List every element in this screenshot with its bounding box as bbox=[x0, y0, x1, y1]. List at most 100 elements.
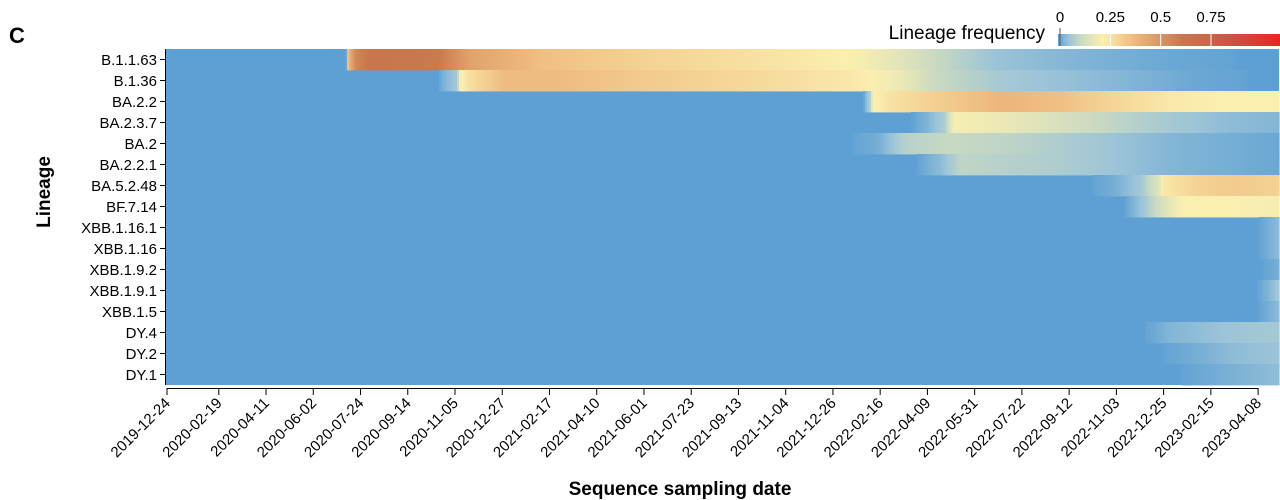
heat-cell bbox=[937, 49, 940, 71]
heat-cell bbox=[1149, 91, 1152, 113]
heat-cell bbox=[1145, 133, 1148, 155]
heat-cell bbox=[1273, 238, 1276, 260]
heat-cell bbox=[843, 49, 846, 71]
heat-cell bbox=[617, 49, 620, 71]
heat-cell bbox=[1103, 133, 1106, 155]
heat-cell bbox=[1153, 91, 1156, 113]
heat-cell bbox=[945, 70, 948, 92]
heat-cell bbox=[1105, 154, 1108, 176]
heat-cell bbox=[1037, 133, 1040, 155]
heat-cell bbox=[1095, 112, 1098, 134]
heat-cell bbox=[1165, 70, 1168, 92]
heat-cell bbox=[1153, 112, 1156, 134]
heat-cell bbox=[1181, 91, 1184, 113]
heat-cell bbox=[1187, 364, 1190, 386]
heat-cell bbox=[905, 49, 908, 71]
heat-cell bbox=[1231, 112, 1234, 134]
heat-cell bbox=[1013, 91, 1016, 113]
heat-cell bbox=[583, 49, 586, 71]
heat-cell bbox=[1193, 133, 1196, 155]
heat-cell bbox=[969, 112, 972, 134]
heat-cell bbox=[935, 112, 938, 134]
heat-cell bbox=[917, 70, 920, 92]
heat-cell bbox=[1243, 70, 1246, 92]
heat-cell bbox=[393, 49, 396, 71]
heat-cell bbox=[1269, 322, 1272, 344]
heat-cell bbox=[457, 49, 460, 71]
heat-cell bbox=[869, 49, 872, 71]
heat-cell bbox=[561, 70, 564, 92]
heat-cell bbox=[1071, 133, 1074, 155]
heat-cell bbox=[1265, 238, 1268, 260]
heat-cell bbox=[857, 49, 860, 71]
heat-cell bbox=[693, 70, 696, 92]
heat-cell bbox=[1061, 49, 1064, 71]
heatmap-row bbox=[911, 112, 1280, 134]
heat-cell bbox=[1197, 343, 1200, 365]
heat-cell bbox=[927, 49, 930, 71]
heat-cell bbox=[1191, 49, 1194, 71]
heat-cell bbox=[1263, 112, 1266, 134]
heat-cell bbox=[1225, 175, 1228, 197]
heat-cell bbox=[1037, 70, 1040, 92]
heat-cell bbox=[1193, 343, 1196, 365]
heat-cell bbox=[1239, 91, 1242, 113]
heat-cell bbox=[1195, 154, 1198, 176]
heat-cell bbox=[1263, 238, 1266, 260]
heat-cell bbox=[1271, 343, 1274, 365]
heat-cell bbox=[1169, 154, 1172, 176]
heat-cell bbox=[1043, 49, 1046, 71]
heat-cell bbox=[1027, 70, 1030, 92]
heat-cell bbox=[1221, 322, 1224, 344]
heat-cell bbox=[1003, 91, 1006, 113]
heat-cell bbox=[885, 91, 888, 113]
heat-cell bbox=[923, 49, 926, 71]
heat-cell bbox=[897, 70, 900, 92]
heat-cell bbox=[1057, 49, 1060, 71]
y-tick-label: DY.4 bbox=[126, 325, 157, 342]
heat-cell bbox=[569, 70, 572, 92]
heat-cell bbox=[1127, 175, 1130, 197]
heat-cell bbox=[1209, 343, 1212, 365]
heat-cell bbox=[1165, 91, 1168, 113]
heat-cell bbox=[1205, 49, 1208, 71]
heat-cell bbox=[1187, 133, 1190, 155]
heat-cell bbox=[847, 49, 850, 71]
heat-cell bbox=[1233, 322, 1236, 344]
heat-cell bbox=[1153, 175, 1156, 197]
heat-cell bbox=[997, 91, 1000, 113]
heat-cell bbox=[1163, 343, 1166, 365]
heat-cell bbox=[939, 49, 942, 71]
heat-cell bbox=[819, 70, 822, 92]
heat-cell bbox=[1225, 196, 1228, 218]
heat-cell bbox=[893, 133, 896, 155]
heat-cell bbox=[719, 49, 722, 71]
heat-cell bbox=[1163, 91, 1166, 113]
heat-cell bbox=[965, 133, 968, 155]
heat-cell bbox=[933, 49, 936, 71]
heat-cell bbox=[1101, 154, 1104, 176]
heat-cell bbox=[1203, 175, 1206, 197]
heat-cell bbox=[467, 70, 470, 92]
heat-cell bbox=[1067, 91, 1070, 113]
heat-cell bbox=[1225, 364, 1228, 386]
heat-cell bbox=[507, 70, 510, 92]
heat-cell bbox=[1203, 91, 1206, 113]
heat-cell bbox=[1157, 70, 1160, 92]
heat-cell bbox=[813, 49, 816, 71]
heat-cell bbox=[971, 49, 974, 71]
heat-cell bbox=[1241, 70, 1244, 92]
heat-cell bbox=[1227, 133, 1230, 155]
heat-cell bbox=[671, 70, 674, 92]
heat-cell bbox=[907, 133, 910, 155]
heat-cell bbox=[1171, 70, 1174, 92]
heat-cell bbox=[1047, 70, 1050, 92]
heat-cell bbox=[1141, 91, 1144, 113]
heat-cell bbox=[509, 70, 512, 92]
heat-cell bbox=[1097, 175, 1100, 197]
heat-cell bbox=[1273, 217, 1276, 239]
heat-cell bbox=[1267, 322, 1270, 344]
heat-cell bbox=[481, 49, 484, 71]
heat-cell bbox=[645, 70, 648, 92]
heat-cell bbox=[1013, 112, 1016, 134]
